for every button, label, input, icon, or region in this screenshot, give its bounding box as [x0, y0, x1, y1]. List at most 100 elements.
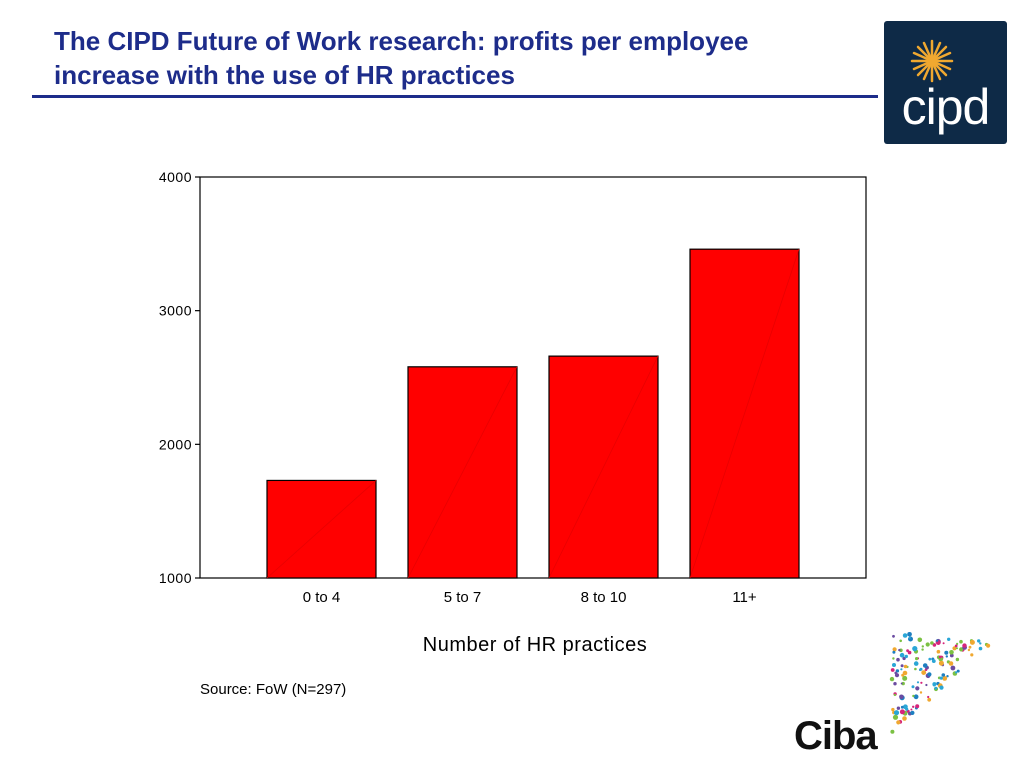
ciba-dot — [950, 665, 956, 671]
ciba-dot — [912, 705, 915, 708]
ciba-dot — [907, 650, 912, 655]
ciba-dot — [902, 675, 908, 681]
ciba-dot — [898, 648, 901, 652]
ciba-dot — [927, 697, 932, 702]
ciba-dot — [948, 661, 954, 666]
ciba-dot — [920, 681, 923, 684]
ciba-dot — [970, 653, 974, 657]
ciba-dot — [914, 667, 917, 671]
bar-seam — [266, 480, 377, 579]
plot-frame — [199, 176, 867, 579]
ciba-dot — [941, 673, 946, 677]
x-tick-label: 8 to 10 — [581, 589, 627, 606]
ciba-dot — [919, 667, 923, 671]
y-tick-label: 3000 — [159, 303, 192, 319]
x-axis-label: Number of HR practices — [422, 634, 648, 656]
ciba-dot — [916, 681, 920, 684]
ciba-dot — [955, 657, 960, 662]
ciba-dot — [915, 704, 920, 709]
cipd-logo-text: cipd — [901, 79, 991, 135]
ciba-dot — [899, 639, 902, 643]
ciba-dot — [893, 693, 897, 697]
ciba-dot — [938, 660, 944, 666]
ciba-dot — [899, 694, 904, 700]
ciba-dot — [938, 655, 942, 659]
slide-title: The CIPD Future of Work research: profit… — [54, 26, 749, 90]
x-tick-label: 11+ — [732, 589, 757, 606]
ciba-dot — [922, 663, 928, 668]
ciba-dot — [959, 647, 964, 652]
ciba-logo-text: Ciba — [794, 714, 878, 758]
ciba-dot — [907, 632, 912, 637]
ciba-dot — [895, 669, 900, 673]
ciba-dot — [901, 673, 905, 677]
ciba-dot — [925, 642, 930, 647]
y-tick-label: 2000 — [159, 436, 192, 452]
ciba-dot — [913, 661, 919, 666]
ciba-dot — [949, 653, 954, 658]
ciba-dot — [921, 670, 927, 675]
ciba-dot — [944, 650, 949, 655]
ciba-dot — [939, 685, 944, 690]
ciba-dot — [893, 710, 900, 716]
ciba-dot — [927, 695, 930, 699]
title-underline — [32, 95, 878, 98]
ciba-dot — [915, 686, 920, 691]
ciba-dot — [967, 648, 971, 652]
ciba-dot — [925, 683, 928, 687]
bar-seam — [689, 249, 800, 579]
ciba-dot — [912, 694, 915, 698]
ciba-dot — [977, 639, 981, 643]
ciba-dot — [902, 656, 906, 661]
source-note: Source: FoW (N=297) — [200, 681, 347, 698]
cipd-star-icon — [910, 39, 954, 83]
ciba-dot — [928, 657, 932, 661]
ciba-dot — [956, 647, 958, 650]
ciba-dot — [932, 682, 937, 687]
ciba-dot — [913, 694, 919, 700]
ciba-dot — [921, 645, 924, 648]
bar-seam — [407, 366, 518, 579]
ciba-dot — [952, 646, 957, 651]
ciba-dot — [900, 664, 904, 668]
ciba-dot — [959, 639, 963, 644]
ciba-dot — [899, 709, 905, 715]
ciba-dot — [902, 633, 908, 638]
ciba-dot — [915, 657, 919, 661]
y-tick-label: 1000 — [159, 570, 192, 586]
cipd-logo: cipd — [884, 21, 1007, 144]
ciba-dot — [892, 650, 896, 654]
ciba-dot — [927, 672, 932, 677]
ciba-dot — [979, 642, 982, 645]
ciba-dot — [954, 644, 958, 648]
ciba-dot — [900, 705, 904, 709]
ciba-dot — [892, 634, 895, 638]
ciba-dot — [969, 639, 975, 645]
ciba-dot — [902, 716, 907, 721]
ciba-dot — [930, 641, 934, 645]
ciba-dot — [908, 636, 911, 639]
ciba-dot — [949, 650, 954, 655]
ciba-dot — [894, 671, 897, 675]
ciba-dot — [900, 668, 903, 671]
ciba-dot — [942, 642, 945, 645]
ciba-dot — [956, 669, 960, 673]
ciba-dot — [899, 652, 905, 658]
ciba-dot — [912, 646, 918, 652]
y-tick-label: 4000 — [159, 169, 192, 185]
ciba-dot — [962, 643, 967, 648]
ciba-dot — [892, 647, 897, 652]
ciba-dot — [945, 655, 948, 658]
ciba-dot — [896, 720, 901, 725]
ciba-dot — [939, 676, 943, 680]
ciba-dot — [891, 707, 895, 712]
ciba-dot — [955, 671, 958, 674]
x-tick-label: 0 to 4 — [303, 589, 341, 606]
ciba-dot — [910, 708, 913, 711]
ciba-dot — [947, 637, 951, 641]
ciba-dot — [917, 637, 923, 643]
ciba-dot — [896, 706, 901, 710]
ciba-dot — [900, 682, 903, 685]
ciba-dot — [934, 686, 938, 690]
